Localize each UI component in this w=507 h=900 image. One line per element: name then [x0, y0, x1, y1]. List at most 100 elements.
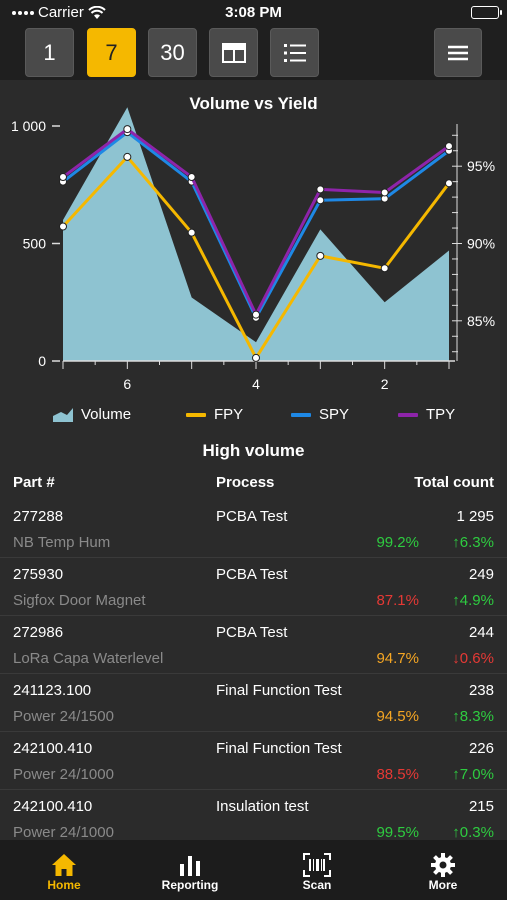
chart-title: Volume vs Yield [189, 94, 318, 113]
process-name: PCBA Test [216, 624, 288, 641]
area-swatch-icon [53, 407, 73, 422]
carrier-label: Carrier [38, 4, 84, 21]
tab-more[interactable]: More [380, 840, 506, 900]
volume-area [63, 107, 449, 361]
yield-value: 99.5% [376, 824, 419, 840]
legend-volume[interactable]: Volume [53, 406, 131, 423]
trend-value: ↑4.9% [452, 592, 494, 609]
total-count: 244 [468, 624, 494, 641]
status-time: 3:08 PM [225, 4, 282, 21]
layout-icon [221, 42, 246, 63]
total-count: 238 [468, 682, 494, 699]
data-point-tpy [380, 188, 389, 197]
table-row[interactable]: 241123.100 Final Function Test 238 Power 24… [0, 674, 507, 732]
data-point-tpy [123, 125, 132, 134]
trend-value: ↑6.3% [452, 534, 494, 551]
bar-chart-icon [180, 856, 200, 876]
data-point-fpy [59, 222, 67, 231]
line-swatch-icon [398, 412, 418, 417]
table-row[interactable]: 275930 PCBA Test 249 Sigfox Door Magnet 87.1… [0, 558, 507, 616]
status-bar: Carrier 3:08 PM [0, 0, 507, 26]
period-1-button[interactable]: 1 [25, 28, 74, 77]
product-name: Power 24/1500 [13, 708, 114, 725]
data-point-fpy [316, 251, 325, 260]
tab-reporting[interactable]: Reporting [127, 840, 253, 900]
period-7-button[interactable]: 7 [87, 28, 136, 77]
total-count: 1 295 [456, 508, 494, 525]
carrier-indicator: Carrier [12, 4, 106, 21]
part-number: 277288 [13, 508, 64, 525]
hamburger-icon [448, 45, 468, 60]
table-row[interactable]: 272986 PCBA Test 244 LoRa Capa Waterlevel 94… [0, 616, 507, 674]
header-count: Total count [414, 474, 494, 491]
process-name: Final Function Test [216, 682, 342, 699]
data-point-tpy [59, 173, 67, 182]
chart-canvas: 0 500 1 000 85% 90% 95% 6 4 2 [11, 107, 495, 392]
battery-icon [471, 6, 502, 19]
data-point-fpy [252, 353, 260, 362]
trend-value: ↓0.6% [452, 650, 494, 667]
home-icon [52, 854, 76, 876]
left-tick-label: 0 [38, 353, 46, 369]
data-point-fpy [445, 179, 453, 188]
total-count: 215 [468, 798, 494, 815]
yield-value: 94.5% [376, 708, 419, 725]
numbered-list-icon [283, 43, 306, 62]
product-name: Power 24/1000 [13, 766, 114, 783]
tab-scan[interactable]: Scan [254, 840, 380, 900]
tab-reporting-label: Reporting [161, 878, 219, 892]
trend-value: ↑0.3% [452, 824, 494, 840]
barcode-scan-icon [303, 853, 331, 877]
high-volume-list[interactable]: 277288 PCBA Test 1 295 NB Temp Hum 99.2% ↑6.3… [0, 500, 507, 840]
product-name: LoRa Capa Waterlevel [13, 650, 164, 667]
data-point-fpy [187, 228, 196, 237]
left-tick-label: 1 000 [11, 118, 46, 134]
yield-value: 99.2% [376, 534, 419, 551]
menu-button[interactable] [434, 28, 482, 77]
data-point-tpy [316, 185, 325, 194]
process-name: PCBA Test [216, 508, 288, 525]
tab-bar: Home Reporting Scan [0, 840, 507, 900]
wifi-icon [88, 5, 106, 19]
table-title: High volume [202, 441, 305, 460]
part-number: 275930 [13, 566, 64, 583]
data-point-tpy [252, 310, 260, 319]
period-30-button[interactable]: 30 [148, 28, 197, 77]
line-swatch-icon [291, 412, 311, 417]
table-row[interactable]: 242100.410 Insulation test 215 Power 24/100… [0, 790, 507, 840]
process-name: PCBA Test [216, 566, 288, 583]
trend-value: ↑7.0% [452, 766, 494, 783]
line-swatch-icon [186, 412, 206, 417]
data-point-fpy [380, 264, 389, 273]
part-number: 241123.100 [13, 682, 92, 699]
process-name: Final Function Test [216, 740, 342, 757]
product-name: NB Temp Hum [13, 534, 111, 551]
right-tick-label: 95% [467, 158, 495, 174]
right-tick-label: 90% [467, 236, 495, 252]
part-number: 272986 [13, 624, 64, 641]
legend-tpy[interactable]: TPY [398, 406, 455, 423]
toolbar: 1 7 30 [0, 26, 507, 80]
data-point-tpy [445, 142, 453, 151]
data-point-spy [316, 196, 325, 205]
tab-home[interactable]: Home [1, 840, 127, 900]
list-view-button[interactable] [270, 28, 319, 77]
process-name: Insulation test [216, 798, 309, 815]
legend-fpy[interactable]: FPY [186, 406, 243, 423]
table-row[interactable]: 242100.410 Final Function Test 226 Power 24… [0, 732, 507, 790]
right-tick-label: 85% [467, 313, 495, 329]
product-name: Power 24/1000 [13, 824, 114, 840]
header-process: Process [216, 474, 275, 491]
tab-scan-label: Scan [302, 878, 332, 892]
layout-toggle-button[interactable] [209, 28, 258, 77]
x-tick-label: 4 [252, 376, 260, 392]
part-number: 242100.410 [13, 798, 93, 815]
x-tick-label: 2 [381, 376, 389, 392]
total-count: 226 [468, 740, 494, 757]
product-name: Sigfox Door Magnet [13, 592, 146, 609]
table-row[interactable]: 277288 PCBA Test 1 295 NB Temp Hum 99.2% ↑6.3… [0, 500, 507, 558]
data-point-fpy [123, 152, 132, 161]
data-point-tpy [187, 173, 196, 182]
legend-spy[interactable]: SPY [291, 406, 349, 423]
tab-more-label: More [428, 878, 458, 892]
